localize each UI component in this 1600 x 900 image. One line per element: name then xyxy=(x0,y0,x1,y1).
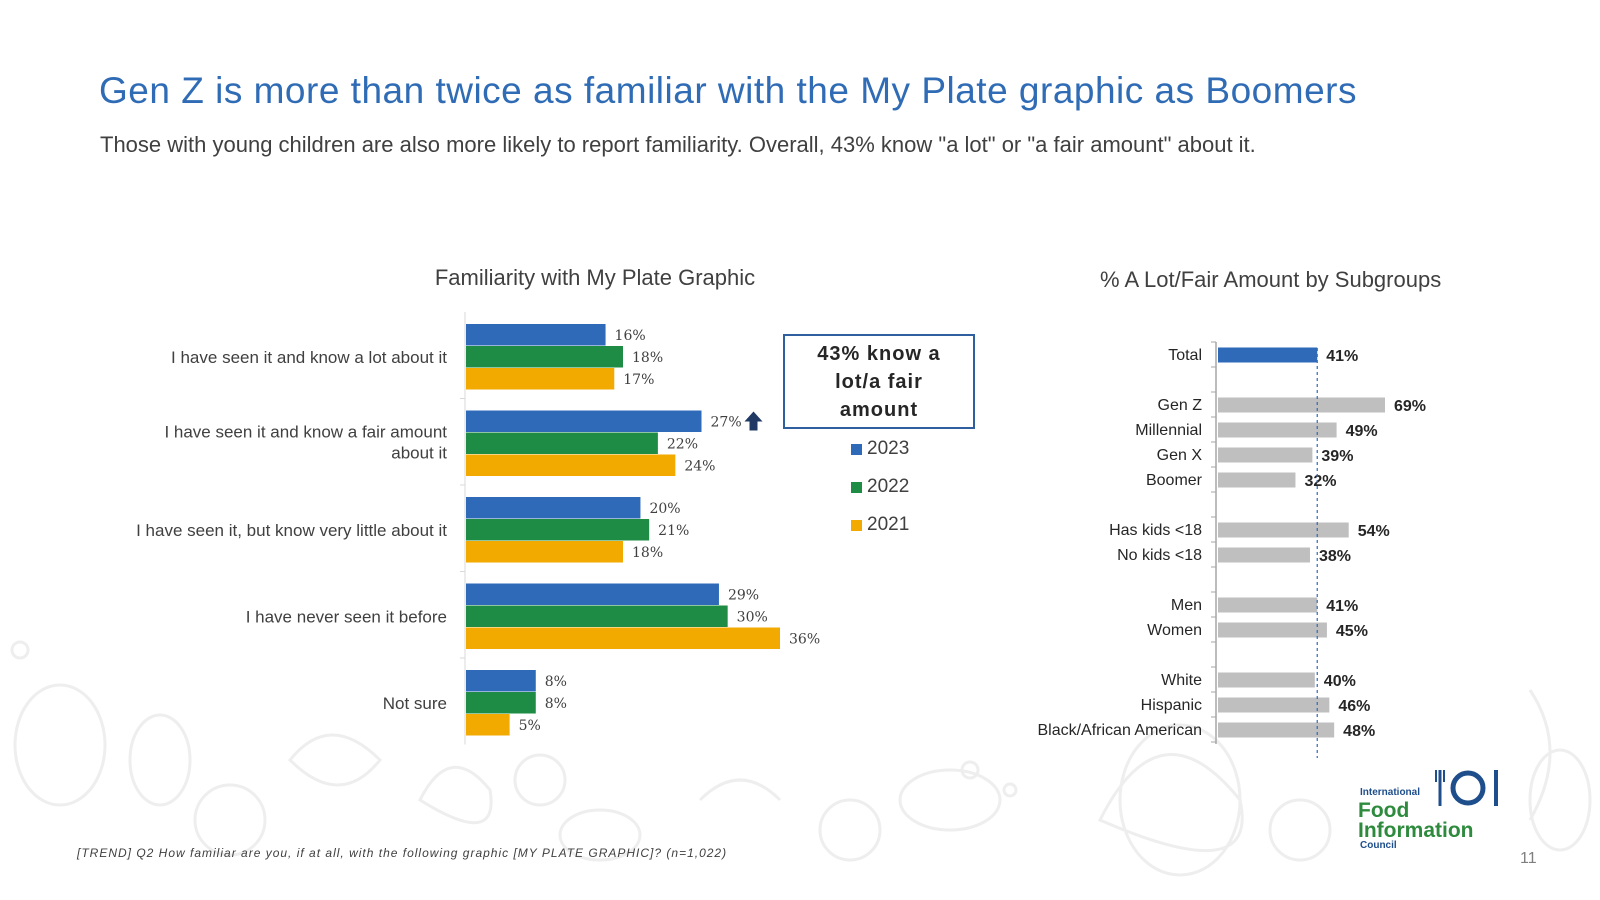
subgroup-bar xyxy=(1218,697,1330,713)
legend-label-2023: 2023 xyxy=(867,438,910,459)
subgroup-value-label: 41% xyxy=(1326,598,1358,615)
subgroup-label: Men xyxy=(1171,597,1202,614)
subgroup-value-label: 45% xyxy=(1336,623,1368,640)
bar-2022 xyxy=(466,519,650,541)
logo-text-information: Information xyxy=(1358,819,1474,842)
data-label-2021: 18% xyxy=(632,545,663,561)
bar-2021 xyxy=(466,627,780,649)
data-label-2022: 22% xyxy=(667,436,698,452)
subgroup-bar xyxy=(1218,347,1318,363)
subgroup-bar xyxy=(1218,447,1313,463)
subgroup-label: White xyxy=(1161,672,1202,689)
data-label-2021: 36% xyxy=(789,631,820,647)
subgroup-label: Gen Z xyxy=(1158,397,1203,414)
subgroup-bar xyxy=(1218,472,1296,488)
logo-text-council: Council xyxy=(1360,840,1397,851)
legend-item-2021: 2021 xyxy=(851,506,909,544)
legend-item-2023: 2023 xyxy=(851,430,909,468)
subgroup-bar xyxy=(1218,672,1315,688)
data-label-2023: 29% xyxy=(728,587,759,603)
subgroup-value-label: 48% xyxy=(1343,723,1375,740)
bar-2022 xyxy=(466,432,658,454)
subgroup-label: Black/African American xyxy=(1037,722,1202,739)
bar-2023 xyxy=(466,670,536,692)
legend-swatch-2022 xyxy=(851,481,862,493)
data-label-2022: 8% xyxy=(545,696,567,712)
bar-2022 xyxy=(466,692,536,714)
subgroup-label: Millennial xyxy=(1135,422,1202,439)
up-arrow-icon xyxy=(744,411,763,431)
chart-legend: 2023 2022 2021 xyxy=(851,430,909,544)
subgroup-bar xyxy=(1218,397,1385,413)
subgroup-value-label: 54% xyxy=(1358,523,1390,540)
plate-fork-knife-icon xyxy=(1435,770,1498,806)
data-label-2023: 16% xyxy=(615,328,646,344)
bar-2021 xyxy=(466,454,676,476)
page-title: Gen Z is more than twice as familiar wit… xyxy=(99,70,1357,111)
subgroup-label: Has kids <18 xyxy=(1109,522,1202,539)
callout-text: 43% know a lot/a fair amount xyxy=(817,342,941,421)
ific-logo: International Food Information Council xyxy=(1358,766,1508,856)
bar-2021 xyxy=(466,541,623,563)
subgroup-value-label: 46% xyxy=(1338,698,1370,715)
subgroup-value-label: 41% xyxy=(1326,348,1358,365)
bar-2021 xyxy=(466,368,615,390)
subgroup-value-label: 38% xyxy=(1319,548,1351,565)
data-label-2021: 24% xyxy=(684,458,715,474)
subgroup-bar xyxy=(1218,597,1318,613)
subgroup-value-label: 32% xyxy=(1304,473,1336,490)
bar-2022 xyxy=(466,605,728,627)
subgroup-label: Gen X xyxy=(1157,447,1203,464)
data-label-2022: 30% xyxy=(737,609,768,625)
data-label-2022: 18% xyxy=(632,350,663,366)
subgroup-value-label: 49% xyxy=(1346,423,1378,440)
data-label-2021: 5% xyxy=(519,718,541,734)
category-label: I have seen it and know a lot about it xyxy=(171,348,447,367)
legend-item-2022: 2022 xyxy=(851,468,909,506)
page-number: 11 xyxy=(1520,850,1537,867)
logo-text-food: Food xyxy=(1358,799,1410,822)
legend-swatch-2021 xyxy=(851,519,862,531)
subgroup-bar xyxy=(1218,547,1310,563)
bar-2023 xyxy=(466,410,702,432)
page-subtitle: Those with young children are also more … xyxy=(100,132,1256,157)
data-label-2023: 20% xyxy=(649,501,680,517)
subgroup-bar xyxy=(1218,722,1335,738)
subgroup-label: Total xyxy=(1168,347,1202,364)
category-label: Not sure xyxy=(383,694,447,713)
bar-2021 xyxy=(466,714,510,736)
logo-text-international: International xyxy=(1360,787,1421,798)
category-label: I have seen it, but know very little abo… xyxy=(136,521,447,540)
data-label-2023: 8% xyxy=(545,674,567,690)
subgroup-value-label: 69% xyxy=(1394,398,1426,415)
legend-label-2022: 2022 xyxy=(867,476,910,497)
data-label-2021: 17% xyxy=(623,372,654,388)
bar-2023 xyxy=(466,324,606,346)
subgroup-label: No kids <18 xyxy=(1117,547,1202,564)
subgroup-value-label: 40% xyxy=(1324,673,1356,690)
data-label-2022: 21% xyxy=(658,523,689,539)
data-label-2023: 27% xyxy=(711,414,742,430)
subgroup-label: Hispanic xyxy=(1141,697,1202,714)
footnote: [TREND] Q2 How familiar are you, if at a… xyxy=(77,846,728,860)
callout-box: 43% know a lot/a fair amount xyxy=(783,334,975,429)
subgroup-bar xyxy=(1218,522,1349,538)
subgroup-label: Boomer xyxy=(1146,472,1203,489)
legend-swatch-2023 xyxy=(851,443,862,455)
category-label: I have seen it and know a fair amount abo… xyxy=(164,422,447,462)
subgroup-label: Women xyxy=(1147,622,1202,639)
subgroup-bar xyxy=(1218,422,1337,438)
subgroup-value-label: 39% xyxy=(1321,448,1353,465)
bar-2022 xyxy=(466,346,623,368)
familiarity-chart-title: Familiarity with My Plate Graphic xyxy=(434,265,756,290)
bar-2023 xyxy=(466,497,641,519)
category-label: I have never seen it before xyxy=(246,607,447,626)
bar-2023 xyxy=(466,583,719,605)
legend-label-2021: 2021 xyxy=(867,514,910,535)
subgroup-bar xyxy=(1218,622,1327,638)
